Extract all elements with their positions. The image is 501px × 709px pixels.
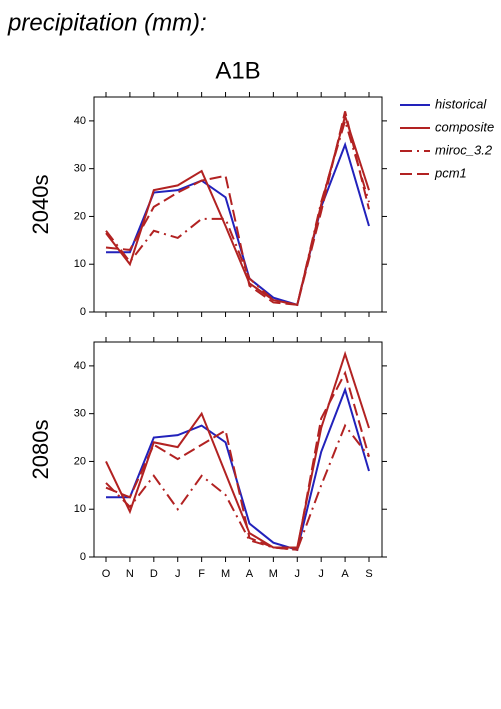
series-line (105, 423, 370, 551)
y-tick-label: 0 (80, 306, 86, 318)
legend-label: pcm1 (434, 165, 467, 180)
scenario-title: A1B (215, 57, 260, 84)
x-tick-label: J (318, 568, 324, 580)
y-axis-label: 2080s (28, 420, 53, 480)
x-tick-label: O (102, 568, 111, 580)
x-tick-label: M (221, 568, 230, 580)
y-tick-label: 40 (74, 360, 86, 372)
x-tick-label: J (295, 568, 301, 580)
x-tick-label: D (150, 568, 158, 580)
y-tick-label: 20 (74, 455, 86, 467)
x-tick-label: J (175, 568, 181, 580)
y-tick-label: 40 (74, 115, 86, 127)
plot-frame (93, 341, 383, 558)
y-tick-label: 30 (74, 408, 86, 420)
y-tick-label: 10 (74, 258, 86, 270)
series-line (105, 112, 370, 307)
legend-label: composite (435, 119, 494, 134)
series-line (106, 141, 370, 307)
y-tick-label: 30 (74, 163, 86, 175)
x-tick-label: F (198, 568, 205, 580)
series-line (105, 370, 370, 551)
page-title: precipitation (mm): (7, 9, 207, 36)
legend-label: miroc_3.2 (435, 142, 493, 157)
series-line (105, 350, 370, 549)
y-tick-label: 20 (74, 210, 86, 222)
y-axis-label: 2040s (28, 175, 53, 235)
series-line (106, 386, 370, 552)
y-tick-label: 10 (74, 503, 86, 515)
y-tick-label: 0 (80, 551, 86, 563)
plot-frame (93, 96, 383, 313)
x-tick-label: M (269, 568, 278, 580)
x-tick-label: A (246, 568, 254, 580)
x-tick-label: A (341, 568, 349, 580)
legend-label: historical (435, 96, 487, 111)
x-tick-label: N (126, 568, 134, 580)
x-tick-label: S (365, 568, 372, 580)
series-line (105, 111, 370, 306)
